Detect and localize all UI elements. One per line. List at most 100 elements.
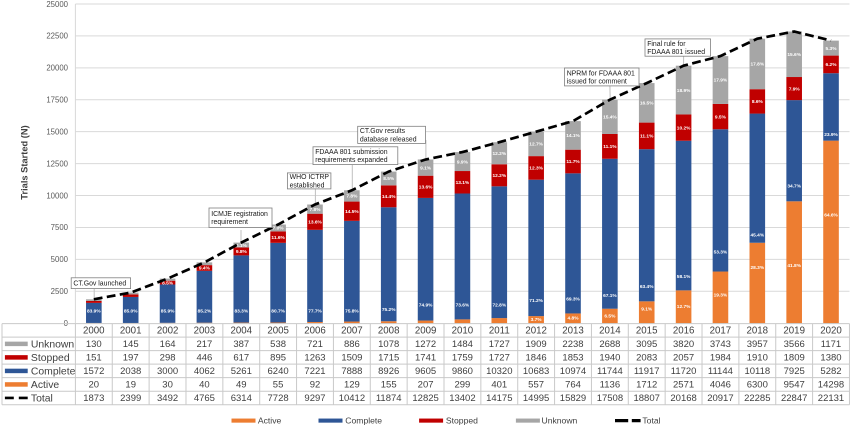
svg-text:401: 401 (491, 380, 507, 391)
svg-text:FDAAA 801 submission: FDAAA 801 submission (315, 149, 388, 156)
svg-text:15.4%: 15.4% (603, 115, 617, 121)
svg-text:14.4%: 14.4% (382, 194, 396, 200)
svg-text:2019: 2019 (783, 326, 805, 337)
svg-text:14.1%: 14.1% (566, 133, 580, 139)
svg-text:10320: 10320 (486, 366, 512, 377)
svg-text:8926: 8926 (378, 366, 399, 377)
svg-text:129: 129 (344, 380, 360, 391)
svg-text:74.9%: 74.9% (419, 302, 433, 308)
svg-text:69.3%: 69.3% (566, 297, 580, 303)
svg-text:130: 130 (86, 339, 102, 350)
svg-text:1727: 1727 (489, 353, 510, 364)
svg-text:446: 446 (196, 353, 212, 364)
svg-text:2571: 2571 (673, 380, 694, 391)
svg-text:72.8%: 72.8% (492, 302, 506, 308)
svg-text:17500: 17500 (46, 96, 68, 105)
svg-text:9547: 9547 (784, 380, 805, 391)
svg-text:1759: 1759 (452, 353, 473, 364)
svg-text:13.6%: 13.6% (419, 185, 433, 191)
svg-text:4046: 4046 (710, 380, 731, 391)
svg-text:9.8%: 9.8% (236, 249, 248, 255)
svg-text:71.2%: 71.2% (529, 298, 543, 304)
svg-text:11.6%: 11.6% (271, 235, 285, 241)
svg-text:5.3%: 5.3% (826, 46, 838, 52)
svg-text:34.7%: 34.7% (787, 184, 801, 190)
svg-text:13402: 13402 (449, 393, 475, 404)
svg-text:2005: 2005 (267, 326, 289, 337)
svg-text:20168: 20168 (670, 393, 696, 404)
svg-text:85.0%: 85.0% (124, 309, 138, 315)
svg-text:1136: 1136 (600, 380, 620, 391)
svg-text:6314: 6314 (231, 393, 252, 404)
svg-text:1572: 1572 (83, 366, 104, 377)
svg-text:25000: 25000 (46, 0, 68, 9)
svg-text:387: 387 (233, 339, 249, 350)
svg-text:12.3%: 12.3% (529, 166, 543, 172)
svg-text:4062: 4062 (194, 366, 215, 377)
svg-text:85.9%: 85.9% (161, 308, 175, 314)
svg-text:2003: 2003 (194, 326, 216, 337)
svg-text:requirements expanded: requirements expanded (315, 157, 388, 164)
svg-text:80.7%: 80.7% (271, 309, 285, 315)
svg-text:10.2%: 10.2% (677, 125, 691, 131)
svg-text:155: 155 (381, 380, 397, 391)
svg-text:3743: 3743 (710, 339, 731, 350)
svg-text:19.3%: 19.3% (714, 293, 728, 299)
svg-text:886: 886 (344, 339, 360, 350)
svg-text:1272: 1272 (415, 339, 436, 350)
svg-text:7500: 7500 (51, 223, 69, 232)
svg-text:1509: 1509 (341, 353, 362, 364)
svg-text:299: 299 (454, 380, 470, 391)
svg-text:5261: 5261 (231, 366, 252, 377)
svg-text:7888: 7888 (341, 366, 362, 377)
svg-text:9.9%: 9.9% (457, 159, 469, 165)
svg-text:FDAAA 801 issued: FDAAA 801 issued (647, 49, 705, 56)
svg-text:19: 19 (125, 380, 136, 391)
svg-text:issued for comment: issued for comment (567, 79, 627, 86)
svg-text:database released: database released (360, 136, 417, 143)
svg-text:Unknown: Unknown (542, 416, 578, 426)
svg-text:11744: 11744 (597, 366, 623, 377)
svg-text:2008: 2008 (378, 326, 400, 337)
svg-text:10683: 10683 (523, 366, 549, 377)
svg-text:197: 197 (123, 353, 139, 364)
svg-text:9860: 9860 (452, 366, 473, 377)
svg-text:14995: 14995 (523, 393, 549, 404)
svg-text:Complete: Complete (345, 416, 382, 426)
svg-text:207: 207 (418, 380, 434, 391)
svg-text:Unknown: Unknown (31, 339, 75, 350)
svg-text:20917: 20917 (707, 393, 733, 404)
svg-text:7.8%: 7.8% (346, 194, 358, 200)
svg-text:1984: 1984 (710, 353, 731, 364)
svg-text:164: 164 (160, 339, 176, 350)
svg-text:10412: 10412 (339, 393, 365, 404)
svg-text:7.8%: 7.8% (310, 207, 322, 213)
svg-text:12.2%: 12.2% (492, 151, 506, 157)
svg-text:895: 895 (270, 353, 286, 364)
svg-text:58.1%: 58.1% (677, 274, 691, 280)
svg-text:75.2%: 75.2% (382, 307, 396, 313)
svg-text:10974: 10974 (560, 366, 586, 377)
svg-text:2017: 2017 (710, 326, 732, 337)
svg-text:2012: 2012 (525, 326, 547, 337)
svg-text:14175: 14175 (486, 393, 512, 404)
svg-text:298: 298 (160, 353, 176, 364)
svg-text:9297: 9297 (304, 393, 325, 404)
svg-text:6300: 6300 (747, 380, 768, 391)
svg-text:53.3%: 53.3% (714, 250, 728, 256)
svg-text:8.6%: 8.6% (752, 99, 764, 105)
svg-text:2000: 2000 (83, 326, 105, 337)
svg-text:1380: 1380 (820, 353, 841, 364)
svg-text:10118: 10118 (744, 366, 770, 377)
svg-text:14298: 14298 (818, 380, 844, 391)
svg-text:14.5%: 14.5% (345, 209, 359, 215)
svg-text:6240: 6240 (268, 366, 289, 377)
svg-text:3820: 3820 (673, 339, 694, 350)
svg-text:1741: 1741 (415, 353, 436, 364)
svg-text:1171: 1171 (821, 339, 841, 350)
svg-text:2057: 2057 (673, 353, 694, 364)
svg-text:9605: 9605 (415, 366, 436, 377)
svg-text:ICMJE registration: ICMJE registration (211, 211, 268, 218)
svg-text:Total: Total (31, 393, 53, 404)
svg-text:1853: 1853 (562, 353, 583, 364)
